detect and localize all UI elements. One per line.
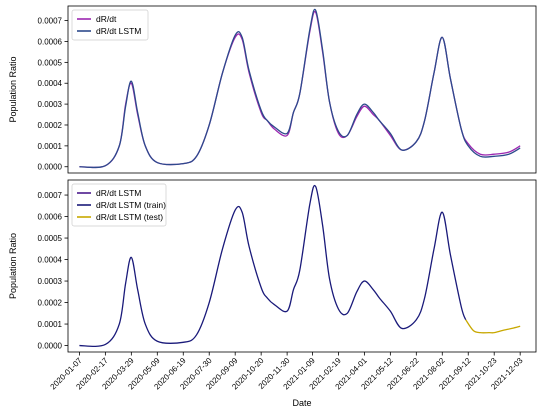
bottom-chart-x-axis-label: Date	[292, 398, 311, 408]
y-tick-label: 0.0003	[38, 277, 63, 286]
y-tick-label: 0.0000	[38, 163, 63, 172]
top-chart-y-axis-label: Population Ratio	[8, 56, 18, 122]
y-tick-label: 0.0002	[38, 299, 63, 308]
legend-label: dR/dt LSTM	[96, 188, 141, 198]
y-tick-label: 0.0001	[38, 142, 63, 151]
top-chart-frame	[67, 5, 537, 174]
legend-label: dR/dt LSTM (train)	[96, 200, 166, 210]
series-line	[79, 8, 521, 169]
legend-label: dR/dt	[96, 14, 117, 24]
bottom-chart-legend: dR/dt LSTM dR/dt LSTM (train) dR/dt LSTM (…	[71, 183, 167, 227]
y-tick-label: 0.0007	[38, 191, 63, 200]
top-chart: 0.0000 0.0001 0.0002 0.0003 0.0004 0.0005 0.00…	[8, 5, 537, 174]
top-chart-legend: dR/dt dR/dt LSTM	[71, 9, 149, 41]
series-line	[465, 319, 521, 334]
top-chart-lines	[79, 8, 521, 169]
legend-box	[71, 183, 167, 227]
legend-label: dR/dt LSTM (test)	[96, 212, 163, 222]
y-tick-label: 0.0004	[38, 256, 63, 265]
legend-box	[71, 9, 149, 41]
top-chart-y-ticks: 0.0000 0.0001 0.0002 0.0003 0.0004 0.0005 0.00…	[38, 17, 68, 172]
y-tick-label: 0.0001	[38, 320, 63, 329]
y-tick-label: 0.0007	[38, 17, 63, 26]
y-tick-label: 0.0003	[38, 100, 63, 109]
y-tick-label: 0.0004	[38, 79, 63, 88]
y-tick-label: 0.0006	[38, 37, 63, 46]
y-tick-label: 0.0000	[38, 342, 63, 351]
y-tick-label: 0.0005	[38, 234, 63, 243]
bottom-chart-lines	[79, 184, 521, 347]
y-tick-label: 0.0006	[38, 213, 63, 222]
y-tick-label: 0.0005	[38, 58, 63, 67]
bottom-chart-frame	[67, 179, 537, 353]
series-line	[79, 184, 467, 347]
legend-label: dR/dt LSTM	[96, 26, 141, 36]
y-tick-label: 0.0002	[38, 121, 63, 130]
bottom-chart-y-axis-label: Population Ratio	[8, 233, 18, 299]
bottom-chart-y-ticks: 0.0000 0.0001 0.0002 0.0003 0.0004 0.0005 0.00…	[38, 191, 68, 351]
